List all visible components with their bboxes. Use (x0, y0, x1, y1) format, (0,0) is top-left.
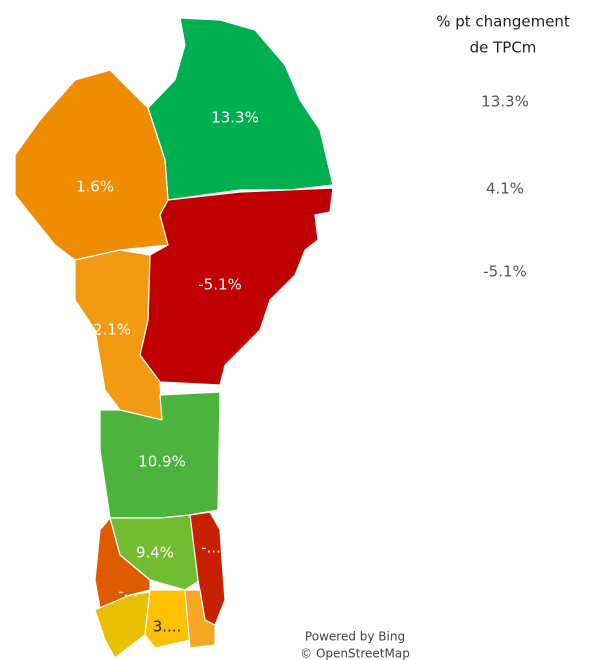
regions (14, 17, 334, 659)
region (184, 589, 216, 649)
attribution: Powered by Bing (305, 630, 405, 644)
region-label: 13.3% (211, 109, 259, 127)
region-label: 9.4% (136, 544, 174, 562)
region-label: 1.6% (76, 178, 114, 196)
attribution: © OpenStreetMap (300, 647, 410, 660)
region-label: 3.... (153, 618, 182, 636)
legend-title: de TPCm (470, 39, 537, 57)
region (99, 391, 221, 519)
region-label: 10.9% (138, 453, 186, 471)
legend-label: -5.1% (483, 263, 527, 281)
region-label: -... (118, 583, 138, 601)
region-label: -5.1% (198, 276, 242, 294)
region-label: -... (201, 539, 221, 557)
region (144, 589, 191, 649)
region-label: 2.1% (93, 321, 131, 339)
legend-title: % pt changement (436, 13, 570, 31)
legend-label: 4.1% (486, 180, 524, 198)
legend-label: 13.3% (481, 93, 529, 111)
region (14, 69, 169, 261)
region (94, 591, 151, 659)
